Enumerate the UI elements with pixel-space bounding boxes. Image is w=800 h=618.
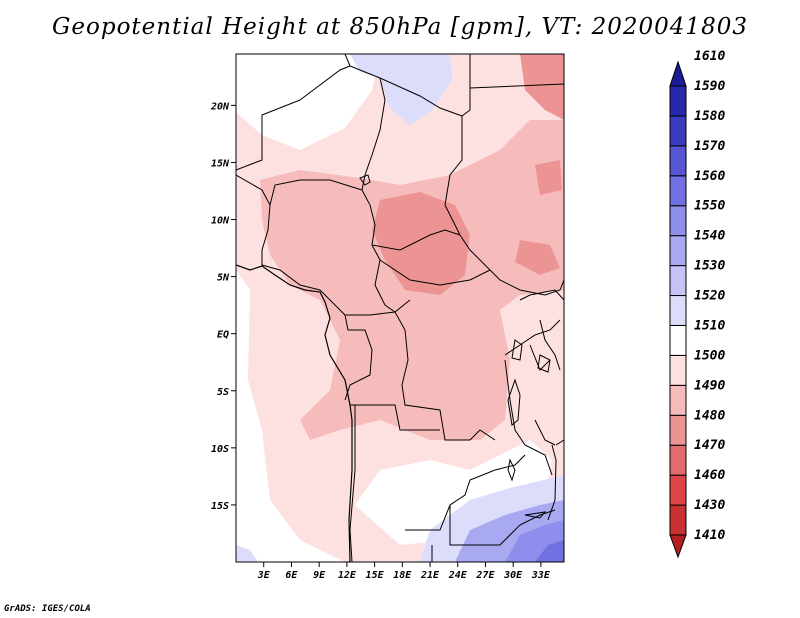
colorbar-swatch bbox=[669, 235, 687, 267]
lat-tick-label: 5N bbox=[217, 273, 230, 284]
field-region-white-north bbox=[236, 54, 380, 150]
latitude-axis: 20N 15N 10N 5N EQ 5S 10S 15S bbox=[210, 101, 236, 512]
lon-tick-label: 21E bbox=[420, 570, 440, 581]
colorbar-label: 1510 bbox=[694, 318, 725, 333]
lon-tick-label: 27E bbox=[475, 570, 495, 581]
colorbar-swatch bbox=[669, 384, 687, 416]
colorbar-swatch bbox=[669, 414, 687, 446]
field-region-blue-north bbox=[350, 54, 452, 125]
lat-tick-label: EQ bbox=[217, 330, 229, 341]
longitude-axis: 3E 6E 9E 12E 15E 18E 21E 24E 27E 30E 33E bbox=[257, 562, 551, 581]
field-region-blue-south-4 bbox=[535, 540, 564, 562]
colorbar-swatch bbox=[669, 205, 687, 237]
colorbar-label: 1490 bbox=[694, 378, 725, 393]
credit-label: GrADS: IGES/COLA bbox=[4, 604, 91, 614]
field-region-white-west bbox=[236, 270, 345, 562]
colorbar-swatch bbox=[669, 115, 687, 147]
lat-tick-label: 15N bbox=[211, 158, 230, 169]
colorbar: 1410 1430 1460 1470 1480 1490 1500 1510 1520 1530… bbox=[669, 49, 725, 559]
colorbar-label: 1470 bbox=[694, 438, 725, 453]
colorbar-swatch bbox=[669, 444, 687, 476]
lon-tick-label: 33E bbox=[531, 570, 551, 581]
lon-tick-label: 24E bbox=[448, 570, 468, 581]
colorbar-swatch bbox=[669, 175, 687, 207]
lon-tick-label: 6E bbox=[285, 570, 298, 581]
lat-tick-label: 20N bbox=[210, 101, 230, 112]
colorbar-label: 1560 bbox=[694, 169, 725, 184]
lon-tick-label: 9E bbox=[313, 570, 326, 581]
colorbar-label: 1590 bbox=[694, 79, 725, 94]
colorbar-label: 1410 bbox=[694, 528, 725, 543]
colorbar-upper-arrow bbox=[669, 60, 687, 87]
colorbar-label: 1580 bbox=[694, 109, 725, 124]
colorbar-label: 1570 bbox=[694, 139, 725, 154]
lat-tick-label: 5S bbox=[217, 387, 229, 398]
colorbar-label: 1480 bbox=[694, 408, 725, 423]
colorbar-swatch bbox=[669, 474, 687, 506]
height-field bbox=[236, 54, 564, 562]
field-region-pink-3 bbox=[372, 192, 470, 295]
colorbar-label: 1530 bbox=[694, 259, 725, 274]
field-region-pink-4 bbox=[515, 240, 560, 275]
colorbar-swatch bbox=[669, 265, 687, 297]
colorbar-lower-arrow bbox=[669, 534, 687, 559]
colorbar-swatch bbox=[669, 504, 687, 536]
colorbar-label: 1550 bbox=[694, 199, 725, 214]
colorbar-label: 1540 bbox=[694, 229, 725, 244]
colorbar-swatch bbox=[669, 354, 687, 386]
lakes bbox=[359, 174, 551, 519]
lon-tick-label: 18E bbox=[393, 570, 412, 581]
lon-tick-label: 30E bbox=[503, 570, 523, 581]
colorbar-label: 1500 bbox=[694, 348, 725, 363]
colorbar-label: 1430 bbox=[694, 498, 725, 513]
colorbar-swatch bbox=[669, 295, 687, 326]
colorbar-label: 1460 bbox=[694, 468, 725, 483]
lat-tick-label: 10N bbox=[211, 216, 230, 227]
map-title: Geopotential Height at 850hPa [gpm], VT:… bbox=[52, 14, 748, 40]
field-region-blue-sw bbox=[236, 545, 258, 562]
lon-tick-label: 3E bbox=[257, 570, 271, 581]
colorbar-label: 1520 bbox=[694, 289, 725, 304]
field-region-pink-5 bbox=[535, 160, 562, 195]
lat-tick-label: 10S bbox=[211, 444, 229, 455]
lon-tick-label: 12E bbox=[338, 570, 357, 581]
coastline bbox=[236, 264, 353, 562]
colorbar-label: 1610 bbox=[694, 49, 725, 64]
field-region-pink-2 bbox=[520, 54, 564, 120]
map-frame bbox=[235, 53, 565, 563]
country-borders bbox=[236, 54, 564, 562]
colorbar-swatch bbox=[669, 85, 687, 117]
colorbar-swatch bbox=[669, 145, 687, 177]
lon-tick-label: 15E bbox=[366, 570, 385, 581]
lat-tick-label: 15S bbox=[211, 501, 229, 512]
colorbar-swatch bbox=[669, 324, 687, 356]
